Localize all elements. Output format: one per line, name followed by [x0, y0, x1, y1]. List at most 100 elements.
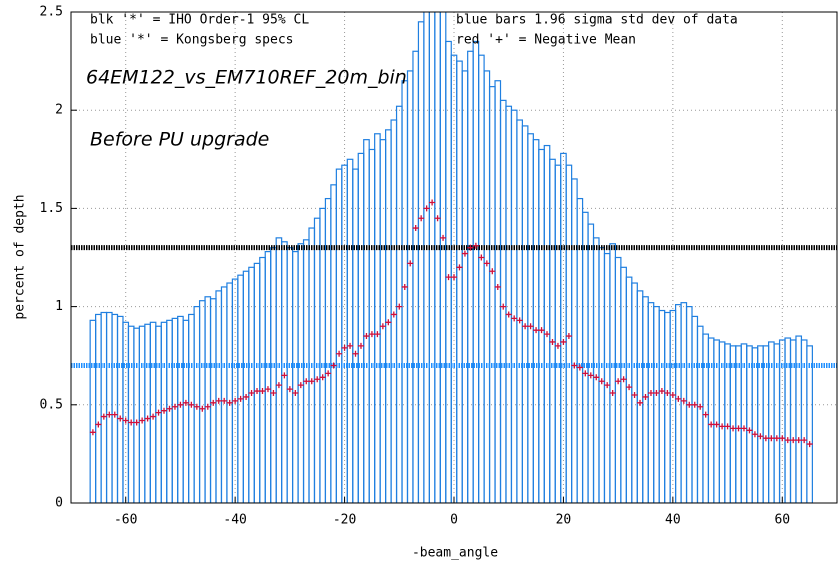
bar: [133, 327, 140, 503]
bar: [412, 50, 420, 503]
y-tick-label: 1: [55, 299, 63, 314]
mean-marker: [456, 264, 463, 271]
mean-marker: [248, 390, 255, 397]
mean-marker: [686, 401, 693, 408]
bar: [581, 211, 589, 503]
bar: [505, 105, 513, 503]
bar: [691, 315, 699, 503]
bar: [576, 197, 584, 503]
bar: [494, 80, 502, 503]
legend-text: blk '*' = IHO Order-1 95% CL: [90, 13, 309, 28]
mean-marker: [784, 437, 791, 444]
mean-marker: [691, 401, 698, 408]
y-tick-label: 1.5: [40, 201, 63, 216]
mean-marker: [500, 303, 507, 310]
mean-marker: [626, 384, 633, 391]
mean-marker: [587, 372, 594, 379]
mean-marker: [801, 437, 808, 444]
bar: [784, 337, 792, 503]
bar: [806, 345, 813, 503]
mean-marker: [483, 260, 490, 267]
bar: [89, 319, 97, 503]
bar: [138, 325, 146, 503]
bar: [478, 54, 485, 503]
chart-title: 64EM122_vs_EM710REF_20m_bin: [86, 67, 407, 89]
bar: [636, 290, 644, 503]
bar: [220, 286, 228, 503]
mean-marker: [746, 427, 753, 434]
bar: [127, 325, 135, 503]
bar: [149, 321, 157, 503]
bar: [270, 247, 277, 503]
bar: [352, 168, 359, 503]
bar: [302, 239, 310, 503]
mean-marker: [773, 435, 780, 442]
mean-marker: [144, 415, 151, 422]
mean-marker: [653, 390, 660, 397]
mean-marker: [319, 374, 326, 381]
mean-marker: [533, 327, 540, 334]
mean-marker: [445, 274, 452, 281]
mean-marker: [642, 393, 649, 400]
bar: [696, 325, 704, 503]
mean-marker: [762, 435, 769, 442]
bar: [702, 333, 710, 503]
bar: [385, 129, 392, 503]
mean-marker: [210, 399, 217, 406]
chart-subtitle: Before PU upgrade: [90, 129, 269, 151]
bar: [532, 139, 540, 503]
mean-marker: [215, 397, 222, 404]
mean-marker: [122, 417, 129, 424]
x-tick-label: -20: [333, 513, 356, 528]
bar: [188, 313, 195, 503]
mean-marker: [429, 199, 436, 206]
mean-marker: [336, 350, 343, 357]
bar: [319, 207, 327, 503]
mean-marker: [89, 429, 96, 436]
mean-marker: [161, 407, 168, 414]
mean-marker: [620, 376, 627, 383]
x-tick-label: -60: [114, 513, 137, 528]
bar: [363, 139, 370, 503]
bar: [226, 282, 234, 503]
mean-marker: [598, 378, 605, 385]
mean-marker: [658, 388, 665, 395]
bar: [516, 119, 523, 503]
mean-marker: [522, 323, 529, 330]
bar: [554, 164, 562, 503]
bar: [401, 80, 409, 503]
mean-marker: [516, 317, 523, 324]
mean-marker: [139, 417, 146, 424]
bar: [571, 178, 578, 503]
mean-marker: [724, 423, 731, 430]
mean-marker: [751, 431, 758, 438]
mean-marker: [379, 323, 386, 330]
bar: [735, 345, 742, 503]
mean-marker: [363, 333, 370, 340]
mean-marker: [604, 382, 611, 389]
mean-marker: [719, 423, 726, 430]
bar: [658, 309, 666, 503]
mean-marker: [697, 403, 704, 410]
bar: [707, 337, 715, 503]
bar: [100, 311, 108, 503]
mean-marker: [647, 390, 654, 397]
mean-marker: [325, 370, 332, 377]
plot-area: [71, 12, 837, 503]
bar: [368, 148, 376, 503]
mean-marker: [779, 435, 786, 442]
mean-marker: [128, 419, 135, 426]
mean-marker: [554, 342, 561, 349]
mean-marker: [680, 397, 687, 404]
bar: [259, 256, 266, 503]
mean-marker: [713, 421, 720, 428]
bar: [248, 266, 255, 503]
mean-marker: [264, 386, 271, 393]
bar: [543, 144, 551, 503]
bar: [461, 70, 469, 503]
mean-marker: [467, 244, 474, 251]
bar: [253, 262, 261, 503]
bar: [291, 251, 299, 503]
mean-marker: [538, 327, 545, 334]
